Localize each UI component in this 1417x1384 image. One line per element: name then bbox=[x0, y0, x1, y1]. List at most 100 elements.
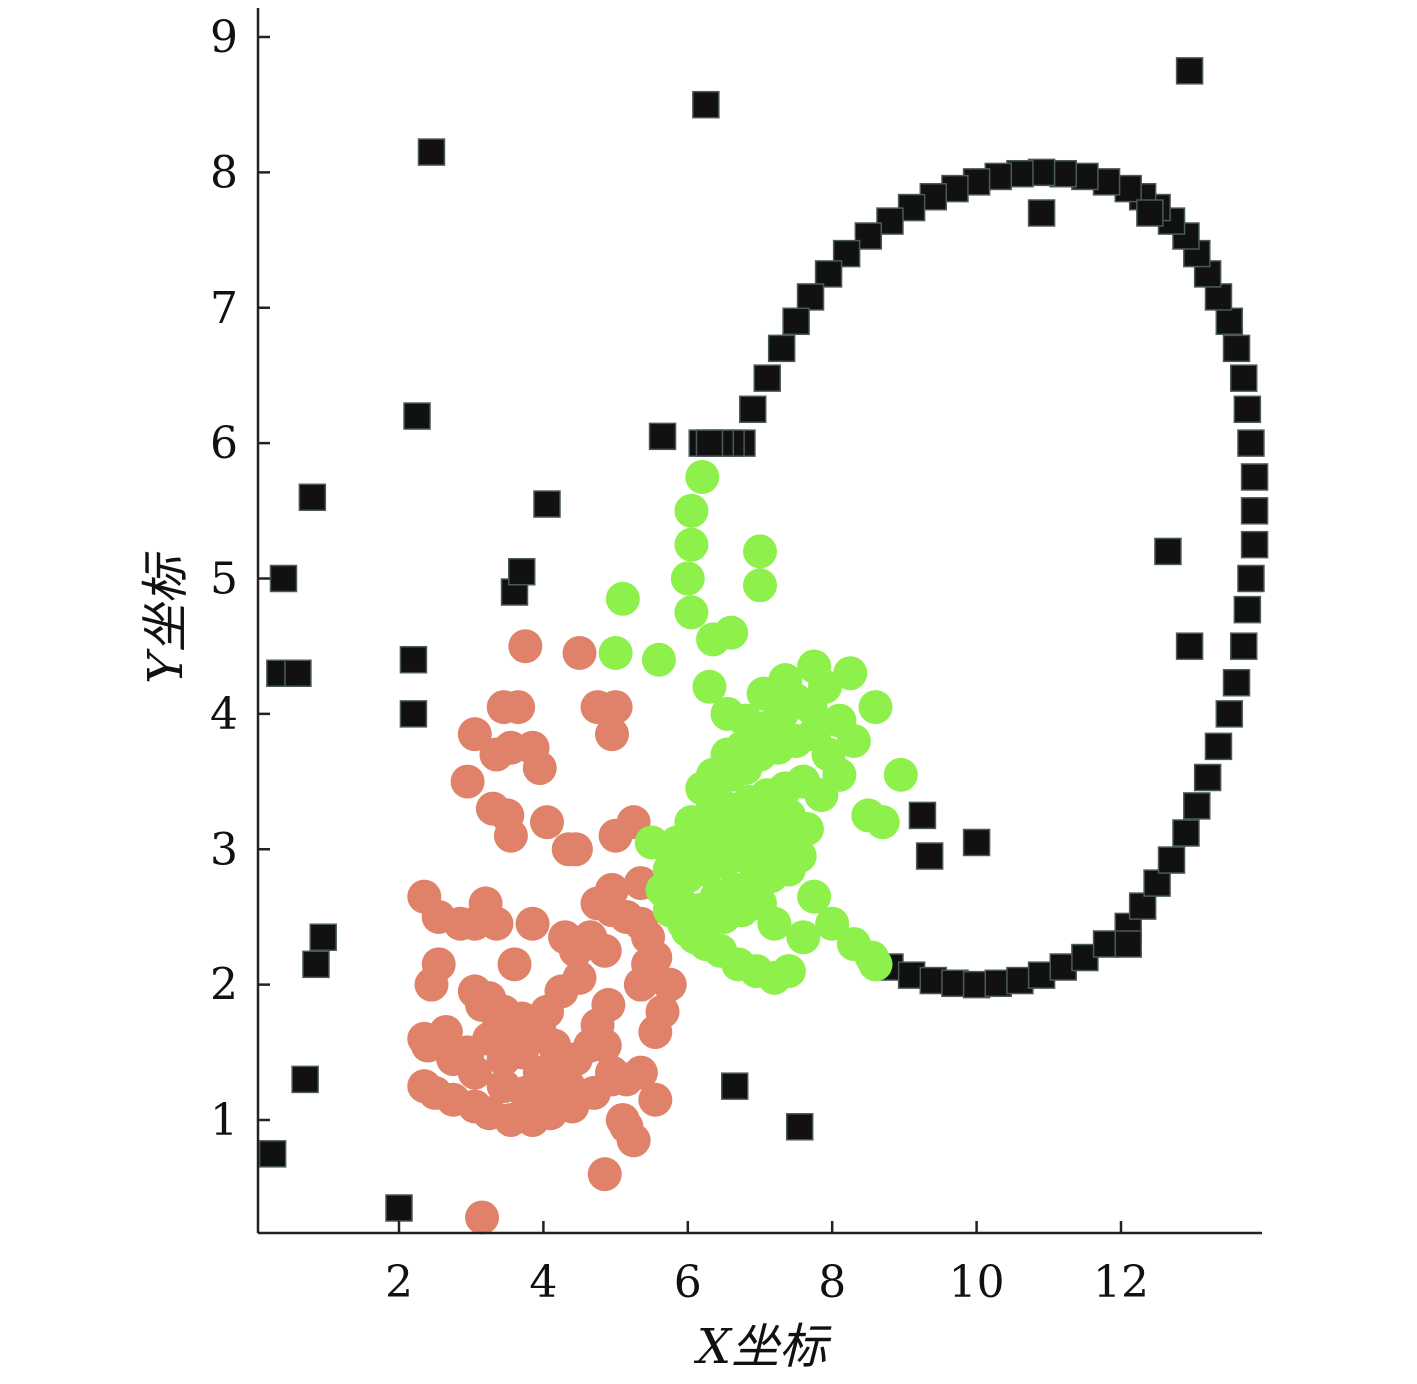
circle-point bbox=[685, 459, 720, 494]
circle-point bbox=[815, 906, 850, 941]
x-tick-label: 12 bbox=[1093, 1257, 1149, 1308]
circle-point bbox=[605, 581, 640, 616]
circle-point bbox=[674, 595, 709, 630]
square-point bbox=[385, 1194, 413, 1222]
square-point bbox=[1027, 199, 1056, 227]
circle-point bbox=[858, 690, 893, 725]
y-tick-label: 8 bbox=[210, 147, 238, 198]
square-point bbox=[1114, 930, 1142, 958]
circle-point bbox=[537, 1028, 572, 1063]
circle-point bbox=[587, 933, 622, 968]
circle-point bbox=[493, 818, 528, 853]
circle-point bbox=[804, 778, 839, 813]
circle-point bbox=[674, 527, 709, 562]
circle-point bbox=[743, 534, 777, 569]
circle-point bbox=[768, 663, 803, 698]
square-point bbox=[1175, 57, 1204, 85]
circle-point bbox=[865, 805, 900, 840]
square-point bbox=[785, 1113, 814, 1141]
y-tick-label: 6 bbox=[210, 418, 238, 469]
square-point bbox=[720, 1072, 749, 1100]
square-point bbox=[1240, 497, 1269, 525]
circle-point bbox=[714, 615, 749, 650]
circle-point bbox=[562, 960, 597, 995]
circle-point bbox=[508, 629, 543, 664]
circle-point bbox=[479, 906, 514, 941]
square-point bbox=[284, 659, 312, 688]
square-point bbox=[692, 90, 720, 119]
square-point bbox=[739, 395, 767, 424]
orange-circle-series bbox=[407, 629, 687, 1235]
square-point bbox=[1183, 792, 1211, 820]
circle-point bbox=[598, 690, 633, 725]
circle-point bbox=[594, 1055, 629, 1090]
square-point bbox=[753, 364, 781, 392]
circle-point bbox=[652, 967, 687, 1002]
circle-point bbox=[854, 940, 889, 975]
y-tick-label: 9 bbox=[210, 12, 238, 63]
square-point bbox=[1240, 463, 1269, 491]
circle-point bbox=[631, 920, 666, 955]
square-point bbox=[1193, 763, 1222, 792]
circle-point bbox=[753, 811, 788, 846]
circle-point bbox=[493, 1008, 528, 1043]
square-point bbox=[533, 490, 561, 518]
x-axis-title: X坐标 bbox=[693, 1319, 832, 1375]
circle-point bbox=[465, 1200, 500, 1235]
circle-point bbox=[457, 1055, 492, 1090]
circle-point bbox=[743, 568, 777, 603]
square-point bbox=[648, 422, 677, 451]
circle-point bbox=[562, 635, 597, 670]
square-point bbox=[1237, 429, 1265, 457]
circle-point bbox=[501, 690, 536, 725]
square-point bbox=[1204, 732, 1233, 761]
square-point bbox=[417, 138, 446, 166]
square-point bbox=[258, 1140, 287, 1168]
circle-point bbox=[786, 920, 821, 955]
square-point bbox=[782, 307, 810, 336]
square-point bbox=[1204, 283, 1233, 311]
square-point bbox=[1215, 307, 1244, 336]
x-tick-label: 8 bbox=[818, 1257, 846, 1308]
square-point bbox=[1136, 199, 1164, 227]
square-point bbox=[1222, 334, 1251, 363]
square-point bbox=[399, 700, 428, 728]
green-circle-series bbox=[598, 459, 918, 995]
y-axis-title: Y坐标 bbox=[138, 551, 194, 684]
square-point bbox=[1172, 819, 1200, 847]
circle-point bbox=[594, 717, 629, 752]
circle-point bbox=[522, 751, 557, 786]
square-point bbox=[1128, 892, 1157, 920]
axes bbox=[256, 8, 1262, 1235]
square-point bbox=[1215, 700, 1244, 728]
circle-point bbox=[591, 987, 626, 1022]
square-point bbox=[269, 564, 298, 593]
circle-point bbox=[757, 906, 792, 941]
square-point bbox=[1240, 530, 1269, 559]
square-point bbox=[814, 260, 843, 288]
square-point bbox=[309, 923, 337, 951]
x-tick-label: 2 bbox=[385, 1257, 413, 1308]
circle-point bbox=[728, 703, 763, 738]
square-point bbox=[1154, 537, 1182, 566]
circle-point bbox=[670, 561, 705, 596]
circle-point bbox=[638, 1082, 673, 1117]
square-point bbox=[915, 842, 944, 870]
circle-point bbox=[641, 642, 676, 677]
circle-point bbox=[883, 757, 918, 792]
circle-point bbox=[598, 635, 633, 670]
circle-point bbox=[797, 879, 832, 914]
square-point bbox=[908, 801, 937, 830]
circle-point bbox=[609, 1109, 644, 1144]
square-point bbox=[1229, 632, 1258, 660]
square-point bbox=[298, 483, 327, 512]
circle-point bbox=[515, 906, 550, 941]
circle-point bbox=[457, 717, 492, 752]
square-point bbox=[1143, 869, 1171, 897]
square-point bbox=[695, 429, 724, 457]
square-point bbox=[507, 557, 536, 586]
y-tick-label: 5 bbox=[210, 554, 238, 605]
black-square-series bbox=[258, 57, 1269, 1222]
square-point bbox=[1157, 846, 1186, 874]
circle-point bbox=[421, 947, 456, 982]
